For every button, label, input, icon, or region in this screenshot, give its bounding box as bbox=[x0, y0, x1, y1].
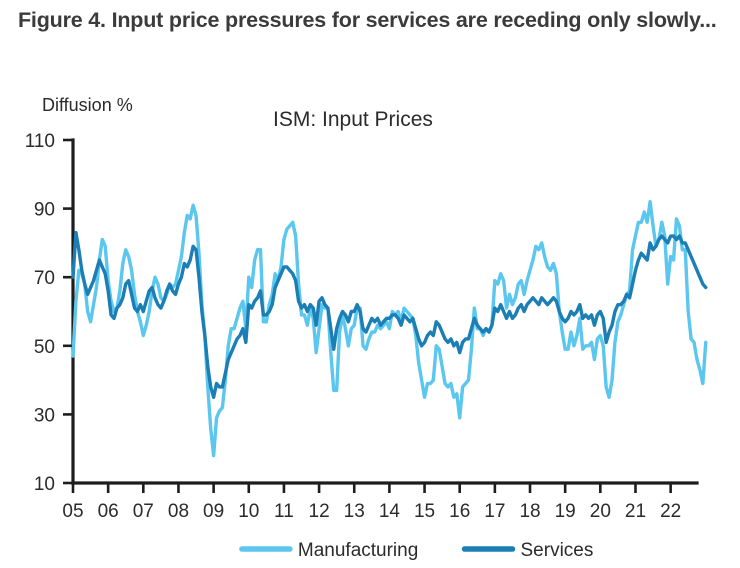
y-tick-label: 90 bbox=[34, 200, 55, 221]
y-axis-unit-label: Diffusion % bbox=[42, 95, 133, 115]
x-tick-label: 12 bbox=[309, 501, 330, 522]
y-tick-label: 50 bbox=[34, 337, 55, 358]
x-tick-label: 18 bbox=[519, 501, 540, 522]
x-tick-label: 07 bbox=[133, 501, 154, 522]
ism-input-prices-chart: Diffusion % ISM: Input Prices 10 30 50 70 90… bbox=[25, 95, 708, 561]
x-tick-label: 21 bbox=[625, 501, 646, 522]
x-tick-label: 09 bbox=[203, 501, 224, 522]
y-axis-tick-labels: 10 30 50 70 90 110 bbox=[25, 131, 55, 495]
x-axis-tickmarks bbox=[71, 483, 672, 493]
series-line-manufacturing bbox=[71, 200, 708, 458]
x-tick-label: 08 bbox=[168, 501, 189, 522]
x-tick-label: 19 bbox=[555, 501, 576, 522]
legend-label: Manufacturing bbox=[298, 540, 418, 561]
x-tick-label: 20 bbox=[590, 501, 611, 522]
x-tick-label: 11 bbox=[274, 501, 294, 522]
chart-title: ISM: Input Prices bbox=[273, 108, 433, 131]
x-tick-label: 05 bbox=[62, 501, 83, 522]
y-tick-label: 70 bbox=[34, 268, 55, 289]
chart-legend: Manufacturing Services bbox=[239, 540, 594, 561]
x-axis-tick-labels: 05 06 07 08 09 10 11 12 13 14 15 16 17 18 19 20 21 22 bbox=[62, 501, 681, 522]
y-tick-label: 110 bbox=[25, 131, 55, 152]
figure-title: Figure 4. Input price pressures for serv… bbox=[18, 8, 717, 32]
x-tick-label: 15 bbox=[414, 501, 435, 522]
x-tick-label: 22 bbox=[660, 501, 681, 522]
x-tick-label: 13 bbox=[344, 501, 365, 522]
x-tick-label: 14 bbox=[379, 501, 401, 522]
y-tick-label: 10 bbox=[34, 474, 55, 495]
series-line-services bbox=[71, 230, 708, 399]
x-tick-label: 10 bbox=[238, 501, 259, 522]
legend-label: Services bbox=[521, 540, 594, 561]
x-tick-label: 06 bbox=[98, 501, 119, 522]
y-axis-tickmarks bbox=[63, 138, 73, 485]
y-tick-label: 30 bbox=[34, 405, 55, 426]
x-tick-label: 16 bbox=[449, 501, 470, 522]
x-tick-label: 17 bbox=[484, 501, 505, 522]
chart-plot-area: Diffusion % ISM: Input Prices 10 30 50 70 90… bbox=[0, 86, 740, 568]
